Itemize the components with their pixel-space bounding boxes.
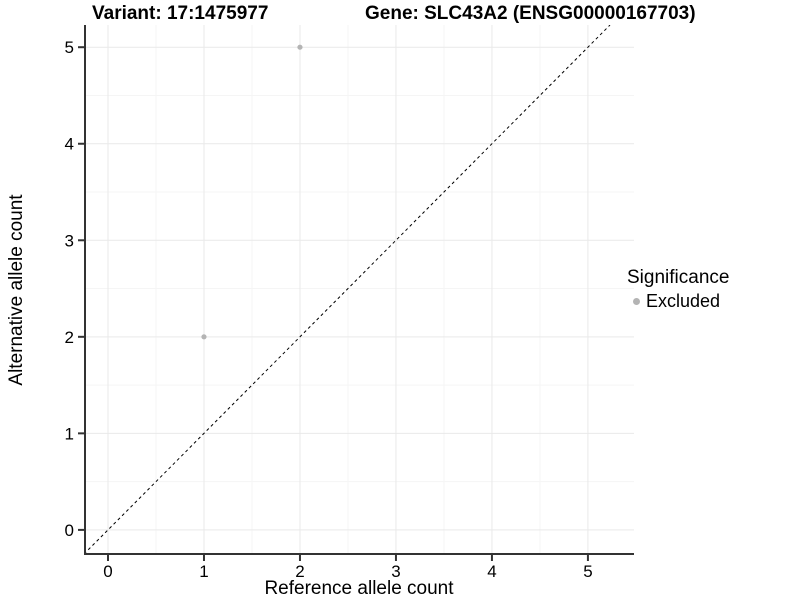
y-tick-label: 0 <box>65 521 74 540</box>
legend: Significance Excluded <box>627 267 729 311</box>
x-tick-label: 5 <box>583 562 592 581</box>
x-tick-label: 1 <box>199 562 208 581</box>
x-tick-label: 4 <box>487 562 496 581</box>
y-tick-label: 4 <box>65 135 74 154</box>
plot-area-svg <box>84 25 634 555</box>
y-tick-label: 3 <box>65 231 74 250</box>
plot-panel: 0 1 2 3 4 5 0 1 2 3 4 5 <box>65 25 634 581</box>
x-tick-label: 3 <box>391 562 400 581</box>
y-tick-label: 1 <box>65 424 74 443</box>
legend-title: Significance <box>627 267 730 288</box>
x-tick-label: 2 <box>295 562 304 581</box>
legend-item-excluded: Excluded <box>627 291 729 311</box>
x-axis-title: Reference allele count <box>264 578 454 599</box>
plot-title-variant: Variant: 17:1475977 <box>92 3 269 24</box>
legend-item-label: Excluded <box>646 291 721 311</box>
plot-title-gene: Gene: SLC43A2 (ENSG00000167703) <box>365 3 696 24</box>
legend-point-icon <box>633 297 640 305</box>
y-tick-label: 5 <box>65 38 74 57</box>
y-axis-title: Alternative allele count <box>6 194 27 386</box>
data-point <box>297 44 303 50</box>
identity-dashed-line <box>84 25 611 555</box>
data-point <box>201 334 207 340</box>
x-tick-label: 0 <box>103 562 112 581</box>
y-tick-label: 2 <box>65 328 74 347</box>
axes-svg: 0 1 2 3 4 5 0 1 2 3 4 5 <box>65 25 634 581</box>
